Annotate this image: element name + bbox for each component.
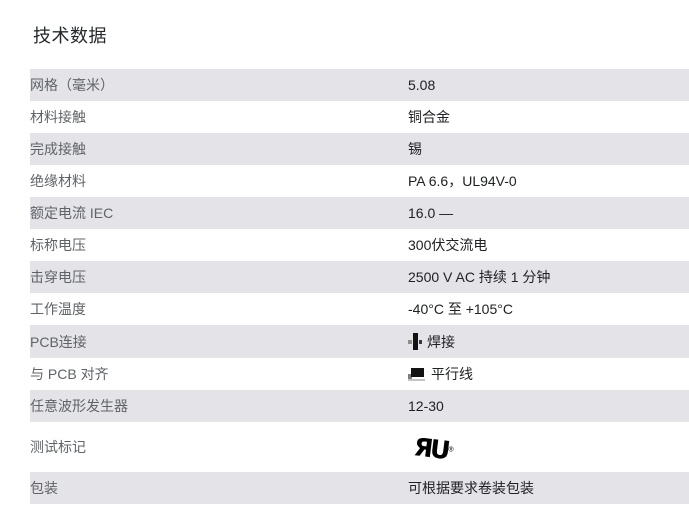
- spec-value: -40°C 至 +105°C: [408, 301, 513, 317]
- spec-label: 包装: [30, 472, 408, 504]
- spec-value: PA 6.6，UL94V-0: [408, 173, 517, 189]
- spec-label: 网格（毫米）: [30, 69, 408, 101]
- spec-label: 与 PCB 对齐: [30, 366, 109, 382]
- spec-label: 测试标记: [30, 439, 86, 455]
- spec-label: 任意波形发生器: [30, 390, 408, 422]
- spec-label: PCB连接: [30, 325, 408, 358]
- table-row: 材料接触 铜合金: [30, 101, 689, 133]
- spec-label: 完成接触: [30, 133, 408, 165]
- spec-value: 平行线: [408, 358, 689, 390]
- table-row: 与 PCB 对齐 平行线: [30, 358, 689, 390]
- spec-label: 标称电压: [30, 237, 86, 253]
- spec-value: 5.08: [408, 69, 689, 101]
- table-row: PCB连接 焊接: [30, 325, 689, 358]
- parallel-line-icon: [408, 367, 425, 381]
- spec-value: 16.0 —: [408, 197, 689, 229]
- spec-value: 锡: [408, 133, 689, 165]
- table-row: 包装 可根据要求卷装包装: [30, 472, 689, 504]
- table-row: 测试标记 ЯU ®: [30, 422, 689, 472]
- page-title: 技术数据: [33, 26, 107, 46]
- ul-recognized-mark-icon: ЯU ®: [412, 432, 455, 465]
- spec-value: 铜合金: [408, 109, 450, 125]
- spec-value: 12-30: [408, 390, 689, 422]
- spec-label: 工作温度: [30, 301, 86, 317]
- table-row: 击穿电压 2500 V AC 持续 1 分钟: [30, 261, 689, 293]
- spec-value: ЯU ®: [408, 422, 689, 472]
- table-row: 绝缘材料 PA 6.6，UL94V-0: [30, 165, 689, 197]
- spec-value: 2500 V AC 持续 1 分钟: [408, 261, 689, 293]
- table-row: 任意波形发生器 12-30: [30, 390, 689, 422]
- spec-label: 额定电流 IEC: [30, 197, 408, 229]
- spec-label: 击穿电压: [30, 261, 408, 293]
- table-row: 网格（毫米） 5.08: [30, 69, 689, 101]
- solder-icon: [408, 333, 422, 350]
- spec-label: 绝缘材料: [30, 173, 86, 189]
- spec-label: 材料接触: [30, 109, 86, 125]
- technical-data-table: 网格（毫米） 5.08 材料接触 铜合金 完成接触 锡 绝缘材料 PA 6.6，…: [30, 69, 689, 504]
- table-row: 额定电流 IEC 16.0 —: [30, 197, 689, 229]
- spec-value: 可根据要求卷装包装: [408, 472, 689, 504]
- spec-value: 300伏交流电: [408, 237, 488, 253]
- table-row: 工作温度 -40°C 至 +105°C: [30, 293, 689, 325]
- spec-value-text: 平行线: [431, 366, 473, 382]
- spec-value: 焊接: [408, 325, 689, 358]
- table-row: 完成接触 锡: [30, 133, 689, 165]
- spec-value-text: 焊接: [427, 333, 455, 350]
- table-row: 标称电压 300伏交流电: [30, 229, 689, 261]
